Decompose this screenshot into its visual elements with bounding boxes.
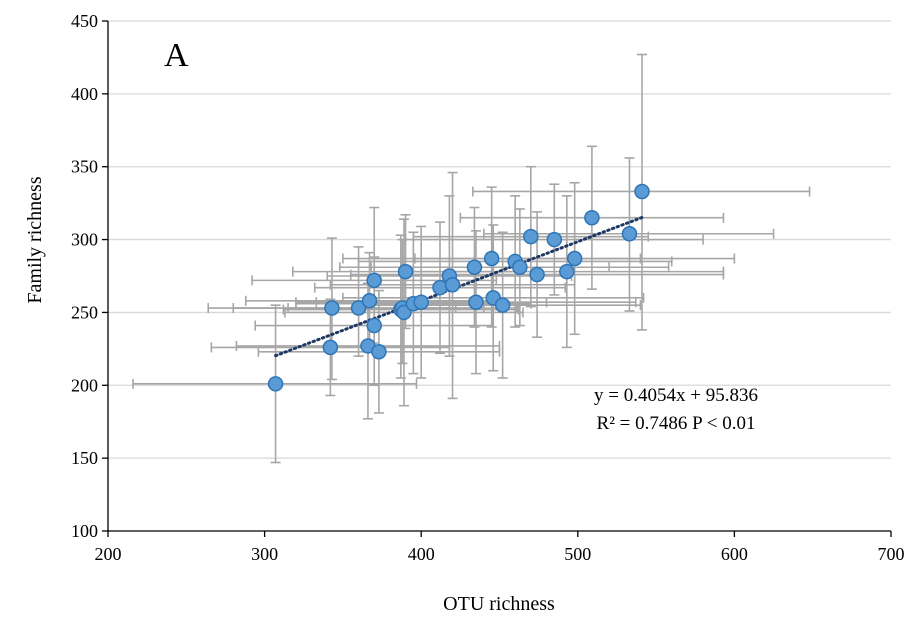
data-point-14	[413, 294, 429, 310]
x-tick-label-0: 200	[95, 544, 122, 564]
y-tick-label-0: 100	[71, 521, 98, 541]
r-squared-annotation: R² = 0.7486 P < 0.01	[597, 413, 756, 434]
data-point-18	[466, 259, 483, 276]
data-point-20	[483, 250, 500, 267]
y-tick-label-6: 400	[71, 84, 98, 104]
y-tick-labels: 100 150 200 250 300 350 400 450	[71, 11, 98, 541]
panel-label: A	[164, 37, 189, 74]
data-point-32	[634, 183, 650, 200]
data-point-3	[350, 300, 367, 316]
data-point-28	[559, 263, 575, 280]
x-tick-label-3: 500	[564, 544, 591, 564]
x-tick-label-1: 300	[251, 544, 278, 564]
x-tick-label-2: 400	[408, 544, 435, 564]
data-point-17	[444, 276, 461, 293]
data-point-31	[621, 225, 638, 242]
data-point-29	[566, 250, 583, 267]
x-axis-title: OTU richness	[443, 593, 555, 615]
data-point-19	[468, 294, 484, 310]
x-tick-label-5: 700	[878, 544, 905, 564]
data-point-11	[396, 304, 412, 321]
y-tick-label-5: 350	[71, 157, 98, 177]
trendline-equation: y = 0.4054x + 95.836	[594, 385, 758, 406]
axes	[102, 20, 892, 537]
data-point-24	[512, 259, 528, 276]
data-point-22	[494, 297, 511, 313]
data-point-0	[267, 376, 284, 392]
data-point-6	[366, 317, 382, 334]
data-point-25	[523, 228, 539, 245]
y-tick-label-7: 450	[71, 11, 98, 31]
data-points	[267, 183, 650, 392]
x-tick-labels: 200 300 400 500 600 700	[95, 544, 905, 564]
data-point-7	[366, 272, 382, 289]
data-point-2	[324, 300, 340, 316]
y-tick-label-1: 150	[71, 448, 98, 468]
data-point-1	[322, 339, 339, 356]
data-point-12	[397, 263, 414, 280]
data-point-8	[371, 344, 387, 360]
y-tick-label-4: 300	[71, 230, 98, 250]
data-point-5	[361, 293, 378, 309]
data-point-30	[584, 209, 600, 226]
data-point-15	[432, 279, 448, 296]
y-tick-label-2: 200	[71, 375, 98, 395]
x-tick-label-4: 600	[721, 544, 748, 564]
data-point-27	[546, 231, 563, 248]
y-axis-title: Family richness	[24, 176, 46, 303]
y-tick-label-3: 250	[71, 302, 98, 322]
data-point-26	[529, 266, 545, 283]
